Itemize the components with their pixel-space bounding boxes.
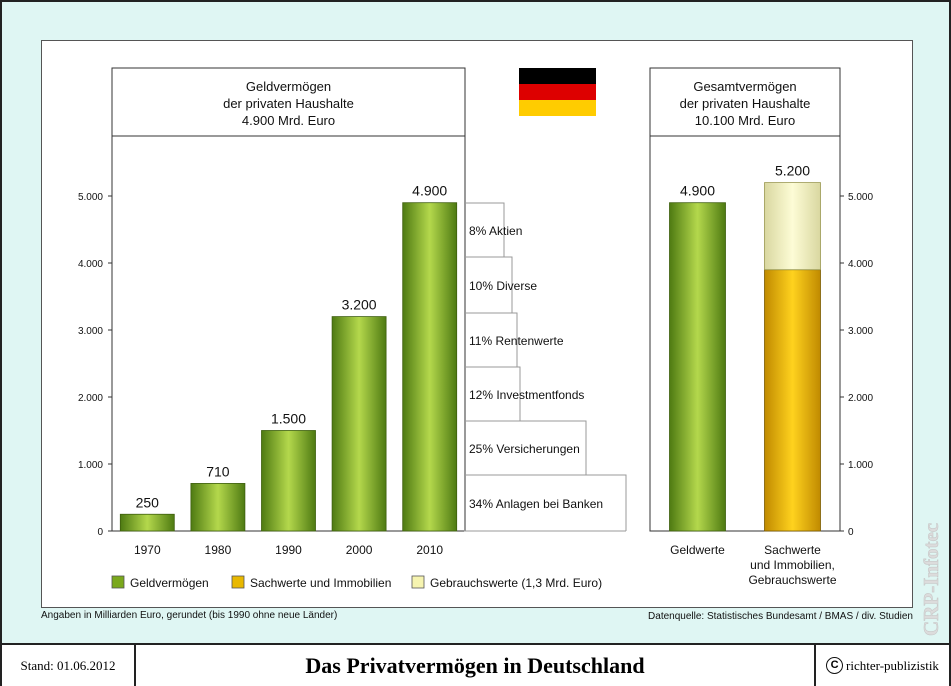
- left-y-tick-label: 0: [97, 527, 103, 538]
- legend-label-1: Sachwerte und Immobilien: [250, 576, 391, 590]
- left-y-tick-label: 3.000: [78, 326, 103, 337]
- footer-stand-text: Stand: 01.06.2012: [20, 657, 116, 673]
- breakdown-label-4: 25% Versicherungen: [469, 442, 580, 456]
- breakdown-step-3: [464, 366, 521, 421]
- breakdown-step-1: [464, 256, 513, 313]
- right-x-label-1-0: Sachwerte: [764, 543, 821, 557]
- right-y-tick-label: 0: [848, 527, 854, 538]
- footer: Stand: 01.06.2012 Das Privatvermögen in …: [2, 643, 949, 686]
- bar-2010: [402, 202, 458, 532]
- footer-copyright-text: richter-publizistik: [846, 657, 939, 673]
- legend-swatch-0: [111, 575, 125, 589]
- legend-label-2: Gebrauchswerte (1,3 Mrd. Euro): [430, 576, 602, 590]
- breakdown-label-0: 8% Aktien: [469, 224, 522, 238]
- stacked-bar-1-1: [764, 269, 821, 532]
- copyright-icon: C: [826, 657, 844, 674]
- right-y-tick-label: 2.000: [848, 393, 873, 404]
- right-y-tick-label: 5.000: [848, 192, 873, 203]
- footer-stand: Stand: 01.06.2012: [2, 645, 136, 686]
- left-y-tick-label: 2.000: [78, 393, 103, 404]
- left-y-tick-label: 1.000: [78, 460, 103, 471]
- x-tick-label-2000: 2000: [346, 543, 373, 557]
- breakdown-label-5: 34% Anlagen bei Banken: [469, 497, 603, 511]
- right-y-tick-label: 4.000: [848, 259, 873, 270]
- legend-label-0: Geldvermögen: [130, 576, 209, 590]
- left-chart-title-line-1: der privaten Haushalte: [223, 96, 354, 111]
- right-chart-title-line-0: Gesamtvermögen: [693, 79, 796, 94]
- bar-2000: [331, 316, 387, 532]
- watermark: CRP-Infotec: [919, 523, 944, 637]
- x-tick-label-1980: 1980: [205, 543, 232, 557]
- right-bar-value-label-0: 4.900: [680, 183, 715, 199]
- breakdown-step-2: [464, 312, 518, 367]
- bar-value-label-1970: 250: [136, 494, 160, 510]
- chart-panel: Geldvermögen der privaten Haushalte 4.900 …: [41, 40, 913, 608]
- watermark-text: CRP-Infotec: [919, 523, 943, 636]
- right-chart-frame: [649, 67, 841, 532]
- bar-value-label-2010: 4.900: [412, 183, 447, 199]
- bar-value-label-1990: 1.500: [271, 411, 306, 427]
- note-left: Angaben in Milliarden Euro, gerundet (bi…: [41, 610, 338, 621]
- left-y-tick-label: 5.000: [78, 192, 103, 203]
- bar-1970: [119, 513, 175, 532]
- right-chart-title-line-1: der privaten Haushalte: [680, 96, 811, 111]
- legend-swatch-1: [231, 575, 245, 589]
- chart-svg: Geldvermögen der privaten Haushalte 4.900 …: [78, 67, 873, 590]
- breakdown-label-2: 11% Rentenwerte: [469, 334, 564, 348]
- bar-1980: [190, 483, 246, 532]
- footer-copyright: C richter-publizistik: [816, 645, 949, 686]
- stacked-bar-0-0: [669, 202, 726, 532]
- breakdown-step-0: [464, 202, 505, 257]
- flag-stripe-1: [519, 84, 596, 100]
- footer-title: Das Privatvermögen in Deutschland: [136, 645, 816, 686]
- bar-value-label-2000: 3.200: [342, 297, 377, 313]
- breakdown-label-1: 10% Diverse: [469, 279, 537, 293]
- left-y-tick-label: 4.000: [78, 259, 103, 270]
- left-chart-title-line-0: Geldvermögen: [246, 79, 331, 94]
- flag-stripe-2: [519, 100, 596, 116]
- right-x-label-1-1: und Immobilien,: [750, 558, 835, 572]
- breakdown-step-5: [464, 474, 627, 531]
- breakdown-label-3: 12% Investmentfonds: [469, 388, 584, 402]
- x-tick-label-1970: 1970: [134, 543, 161, 557]
- note-right: Datenquelle: Statistisches Bundesamt / B…: [648, 611, 913, 622]
- stacked-bar-1-2: [764, 182, 821, 271]
- x-tick-label-1990: 1990: [275, 543, 302, 557]
- x-tick-label-2010: 2010: [416, 543, 443, 557]
- bar-1990: [261, 430, 316, 532]
- breakdown-step-4: [464, 420, 587, 475]
- left-chart-title-line-2: 4.900 Mrd. Euro: [242, 113, 335, 128]
- right-x-label-1-2: Gebrauchswerte: [748, 573, 836, 587]
- legend-swatch-2: [411, 575, 425, 589]
- right-chart-title-line-2: 10.100 Mrd. Euro: [695, 113, 795, 128]
- right-y-tick-label: 1.000: [848, 460, 873, 471]
- right-bar-value-label-1: 5.200: [775, 163, 810, 179]
- right-y-tick-label: 3.000: [848, 326, 873, 337]
- right-x-label-0-0: Geldwerte: [670, 543, 725, 557]
- bar-value-label-1980: 710: [206, 463, 230, 479]
- footer-title-text: Das Privatvermögen in Deutschland: [305, 652, 645, 678]
- flag-stripe-0: [519, 68, 596, 84]
